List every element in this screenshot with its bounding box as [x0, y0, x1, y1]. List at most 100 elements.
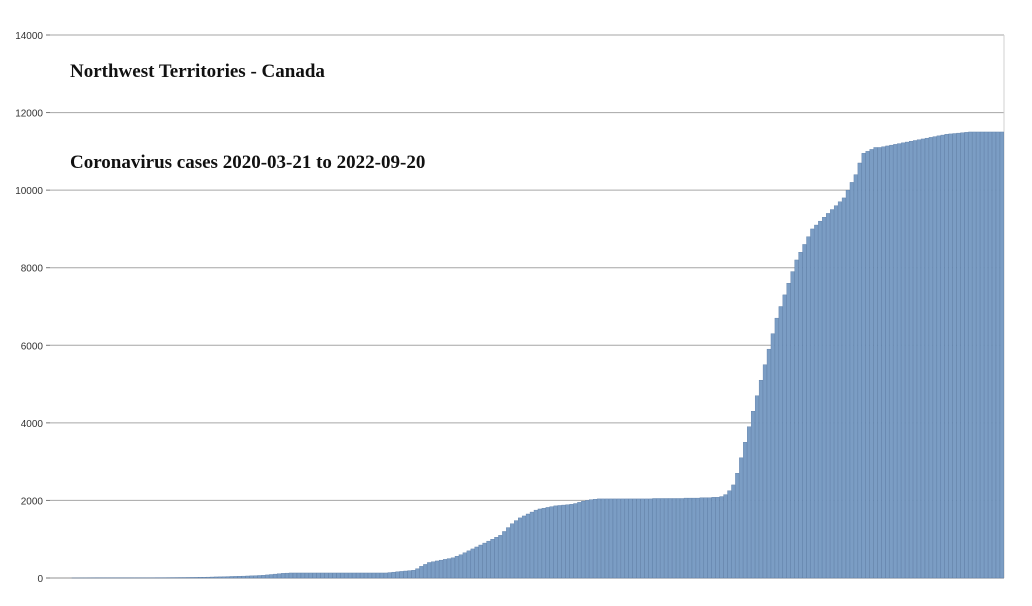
bar: [332, 572, 337, 579]
bar: [916, 139, 921, 579]
bar: [316, 572, 321, 579]
bar: [245, 575, 250, 579]
bar: [600, 498, 605, 579]
bar: [521, 515, 527, 579]
bar: [596, 498, 602, 579]
bar: [893, 144, 898, 579]
bar: [257, 575, 262, 579]
bar: [533, 509, 538, 579]
bar: [778, 306, 783, 579]
bar: [213, 576, 218, 579]
bar: [439, 559, 444, 579]
bar: [486, 540, 491, 579]
bar: [798, 251, 803, 579]
bar: [743, 442, 748, 579]
bar: [209, 576, 214, 579]
bar: [284, 572, 290, 579]
bar: [324, 572, 329, 579]
bar: [936, 135, 941, 579]
bar: [857, 162, 862, 579]
bar: [288, 572, 293, 579]
bar: [442, 559, 448, 579]
bar: [217, 576, 222, 579]
bar: [577, 502, 582, 579]
bar: [877, 147, 882, 579]
bar: [679, 498, 684, 579]
bar: [395, 571, 400, 579]
bar: [537, 508, 542, 579]
bar: [901, 142, 906, 579]
bar: [833, 205, 839, 579]
bar: [466, 550, 471, 579]
bar: [790, 271, 795, 579]
bar: [889, 144, 894, 579]
bar: [632, 498, 637, 579]
bar: [229, 576, 234, 579]
bar: [292, 572, 297, 579]
bar: [909, 141, 914, 579]
bar: [585, 500, 590, 579]
bar: [423, 564, 428, 579]
y-tick-label: 10000: [15, 186, 43, 197]
bar: [924, 137, 929, 579]
bar: [948, 133, 953, 579]
y-tick-label: 8000: [21, 264, 44, 275]
bar: [715, 497, 720, 579]
bar: [751, 411, 756, 579]
bar: [296, 572, 301, 579]
bar: [494, 537, 499, 579]
bar: [237, 576, 242, 579]
bar: [549, 506, 554, 579]
bar: [652, 498, 657, 579]
bar: [703, 497, 708, 579]
bar: [569, 504, 574, 579]
bar: [668, 498, 673, 579]
bar: [636, 498, 641, 579]
bar: [739, 457, 744, 579]
bar: [514, 520, 519, 579]
bar: [581, 501, 586, 579]
bar: [363, 572, 369, 579]
bar: [573, 503, 578, 579]
chart-subtitle: Coronavirus cases 2020-03-21 to 2022-09-…: [70, 152, 425, 173]
bar: [186, 577, 191, 579]
y-tick-label: 4000: [21, 419, 44, 430]
bar: [640, 498, 645, 579]
bar: [928, 137, 933, 579]
bar: [308, 572, 313, 579]
bar: [980, 131, 985, 579]
bar: [371, 572, 376, 579]
bar: [731, 484, 736, 579]
chart-title: Northwest Territories - Canada: [70, 61, 325, 82]
bar: [265, 574, 270, 579]
bar: [620, 498, 625, 579]
bar: [403, 570, 408, 579]
bar: [431, 561, 436, 579]
bar: [691, 497, 696, 579]
bar: [205, 576, 211, 579]
bar: [407, 570, 412, 579]
bar: [194, 577, 199, 579]
bar: [861, 153, 866, 579]
bar: [356, 572, 361, 579]
bar: [869, 149, 874, 579]
bar: [699, 497, 704, 579]
bar: [182, 577, 187, 579]
bar: [754, 395, 760, 579]
bar: [944, 134, 949, 579]
bar: [782, 294, 787, 579]
bar: [608, 498, 613, 579]
bar: [450, 557, 455, 579]
bar: [822, 217, 827, 579]
bar: [853, 174, 858, 579]
bar: [241, 575, 246, 579]
bar: [202, 577, 207, 579]
bar: [383, 572, 388, 579]
bar: [328, 572, 333, 579]
y-tick-label: 0: [37, 574, 43, 585]
bar: [976, 131, 981, 579]
bar: [826, 213, 831, 579]
bar: [747, 426, 752, 579]
bar: [379, 572, 384, 579]
bar: [312, 572, 317, 579]
